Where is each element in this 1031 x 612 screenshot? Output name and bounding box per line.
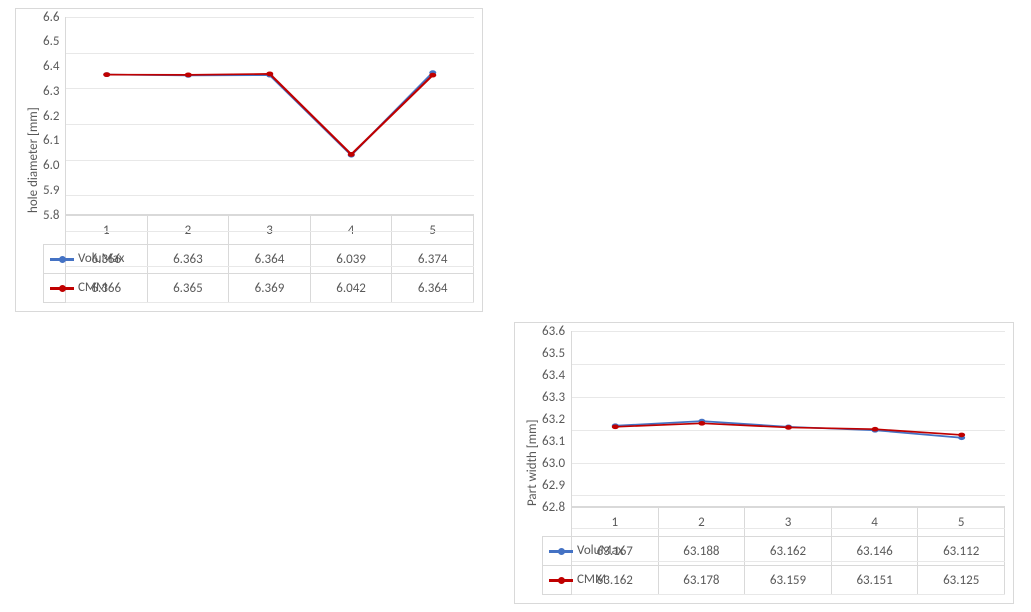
series-marker <box>612 424 619 429</box>
chart2-yaxis: 63.663.563.463.363.263.163.062.962.8 <box>542 331 571 507</box>
data-cell: 6.374 <box>392 245 474 274</box>
table-row: CMM63.16263.17863.15963.15163.125 <box>543 566 1005 595</box>
data-cell: 6.365 <box>147 274 229 303</box>
chart1-data-table-wrap: 12345VoluMax6.3666.3636.3646.0396.374CMM… <box>43 215 474 303</box>
series-marker <box>348 152 355 157</box>
data-cell: 6.042 <box>310 274 392 303</box>
series-legend: VoluMax <box>44 245 66 274</box>
chart-part-width: Part width [mm] 63.663.563.463.363.263.1… <box>514 322 1014 604</box>
chart1-plot-area <box>65 17 474 215</box>
series-marker <box>785 425 792 430</box>
chart2-ylabel: Part width [mm] <box>523 331 542 595</box>
table-row: VoluMax6.3666.3636.3646.0396.374 <box>44 245 474 274</box>
table-row: CMM6.3666.3656.3696.0426.364 <box>44 274 474 303</box>
category-header: 1 <box>572 508 659 537</box>
data-cell: 63.125 <box>918 566 1005 595</box>
data-cell: 63.178 <box>658 566 745 595</box>
series-marker <box>698 421 705 426</box>
category-header: 3 <box>745 508 832 537</box>
chart-hole-diameter: hole diameter [mm] 6.66.56.46.36.26.16.0… <box>15 8 483 312</box>
data-cell: 6.039 <box>310 245 392 274</box>
data-cell: 63.151 <box>831 566 918 595</box>
chart2-data-table-wrap: 12345VoluMax63.16763.18863.16263.14663.1… <box>542 507 1005 595</box>
chart1-ylabel: hole diameter [mm] <box>24 17 43 303</box>
series-marker <box>104 72 111 77</box>
series-legend: VoluMax <box>543 537 572 566</box>
data-cell: 6.363 <box>147 245 229 274</box>
series-marker <box>267 71 274 76</box>
data-cell: 63.159 <box>745 566 832 595</box>
data-cell: 6.364 <box>229 245 311 274</box>
category-header: 2 <box>658 508 745 537</box>
data-cell: 6.369 <box>229 274 311 303</box>
series-marker <box>958 433 965 438</box>
chart1-yaxis: 6.66.56.46.36.26.16.05.95.8 <box>43 17 65 215</box>
series-line <box>107 74 433 155</box>
series-marker <box>185 72 192 77</box>
series-legend: CMM <box>44 274 66 303</box>
data-cell: 6.364 <box>392 274 474 303</box>
category-header: 5 <box>918 508 1005 537</box>
series-legend: CMM <box>543 566 572 595</box>
chart2-plot-area <box>571 331 1005 507</box>
data-table: 12345VoluMax63.16763.18863.16263.14663.1… <box>542 507 1005 595</box>
data-table: 12345VoluMax6.3666.3636.3646.0396.374CMM… <box>43 215 474 303</box>
series-marker <box>430 73 437 78</box>
category-header: 4 <box>831 508 918 537</box>
series-line <box>107 73 433 155</box>
series-marker <box>872 427 879 432</box>
